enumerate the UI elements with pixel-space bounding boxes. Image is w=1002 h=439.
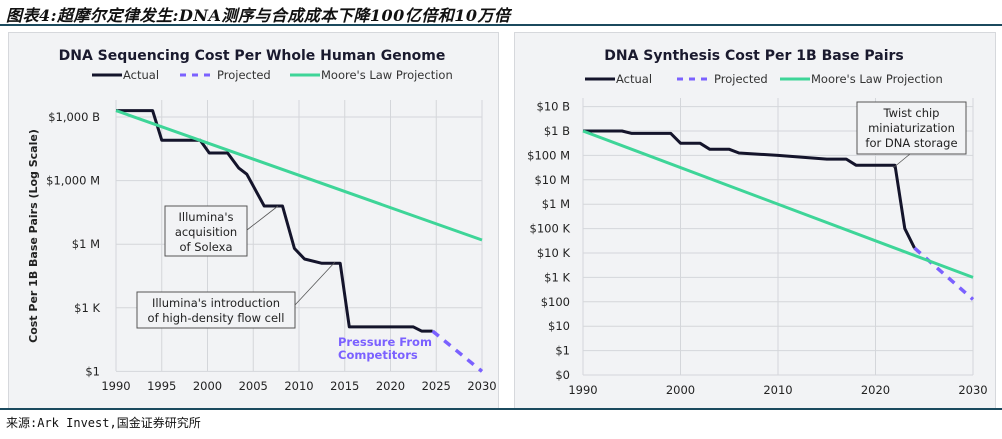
series-moore-s-law-projection	[115, 109, 483, 242]
y-tick-label: $1 M	[542, 197, 570, 211]
y-tick-label: $10 M	[534, 173, 570, 187]
series-actual	[116, 109, 433, 333]
y-tick-label: $10 K	[537, 246, 571, 260]
series-actual	[583, 129, 916, 249]
annotation-solexa-leader	[246, 205, 279, 231]
legend-label-0: Actual	[123, 68, 159, 82]
x-tick-label: 2005	[239, 379, 268, 393]
series-moore-s-law-projection	[582, 129, 974, 279]
annotation-competitors: Competitors	[338, 348, 418, 362]
source-rule	[0, 408, 1002, 410]
annotation-twist-text: Twist chip	[883, 106, 940, 120]
chart-title: DNA Sequencing Cost Per Whole Human Geno…	[59, 48, 446, 64]
y-tick-label: $1 K	[74, 301, 100, 315]
annotation-solexa-text: Illumina's	[179, 210, 234, 224]
chart-title: DNA Synthesis Cost Per 1B Base Pairs	[604, 48, 904, 64]
y-tick-label: $100	[541, 295, 570, 309]
annotation-twist-text: miniaturization	[868, 121, 955, 135]
annotation-twist-text: for DNA storage	[865, 136, 957, 150]
legend-label-2: Moore's Law Projection	[811, 72, 943, 86]
x-tick-label: 2025	[422, 379, 451, 393]
y-tick-label: $1 K	[544, 270, 570, 284]
x-tick-label: 1990	[101, 379, 130, 393]
x-tick-label: 2010	[284, 379, 313, 393]
x-tick-label: 2020	[861, 383, 890, 397]
annotation-solexa-box	[164, 205, 248, 257]
annotation-twist-box	[856, 101, 967, 155]
legend-label-1: Projected	[217, 68, 271, 82]
y-tick-label: $10	[548, 319, 570, 333]
x-tick-label: 1995	[147, 379, 176, 393]
annotation-solexa-text: acquisition	[175, 225, 237, 239]
figure-title: 图表4:超摩尔定律发生:DNA测序与合成成本下降100亿倍和10万倍	[6, 6, 511, 25]
y-tick-label: $1	[85, 364, 100, 378]
x-tick-label: 2030	[958, 383, 987, 397]
x-tick-label: 2020	[376, 379, 405, 393]
annotation-twist-leader	[892, 153, 911, 169]
y-tick-label: $1 B	[544, 124, 570, 138]
y-axis-label: Cost Per 1B Base Pairs (Log Scale)	[27, 129, 40, 343]
y-tick-label: $100 K	[530, 222, 571, 236]
y-tick-label: $100 M	[527, 148, 570, 162]
x-tick-label: 2000	[666, 383, 695, 397]
annotation-solexa-text: of Solexa	[180, 240, 233, 254]
synthesis-panel	[514, 32, 996, 409]
annotation-flow-cell-box	[136, 291, 296, 329]
x-tick-label: 2015	[330, 379, 359, 393]
y-tick-label: $10 B	[537, 100, 571, 114]
x-tick-label: 2000	[193, 379, 222, 393]
series-projected	[913, 246, 975, 301]
x-tick-label: 1990	[568, 383, 597, 397]
legend-label-2: Moore's Law Projection	[321, 68, 453, 82]
source-note: 来源:Ark Invest,国金证券研究所	[6, 416, 201, 430]
title-rule	[0, 24, 1002, 26]
annotation-flow-cell-leader	[294, 261, 336, 306]
annotation-flow-cell-text: Illumina's introduction	[152, 296, 280, 310]
x-tick-label: 2030	[467, 379, 496, 393]
legend-label-0: Actual	[616, 72, 652, 86]
y-tick-label: $1,000 B	[48, 110, 100, 124]
legend-label-1: Projected	[714, 72, 768, 86]
x-tick-label: 2010	[763, 383, 792, 397]
y-tick-label: $1,000 M	[46, 174, 100, 188]
series-projected	[431, 329, 484, 373]
annotation-flow-cell-text: of high-density flow cell	[148, 311, 285, 325]
annotation-competitors: Pressure From	[338, 335, 432, 349]
y-tick-label: $0	[555, 368, 570, 382]
y-tick-label: $1 M	[72, 237, 100, 251]
y-tick-label: $1	[555, 344, 570, 358]
